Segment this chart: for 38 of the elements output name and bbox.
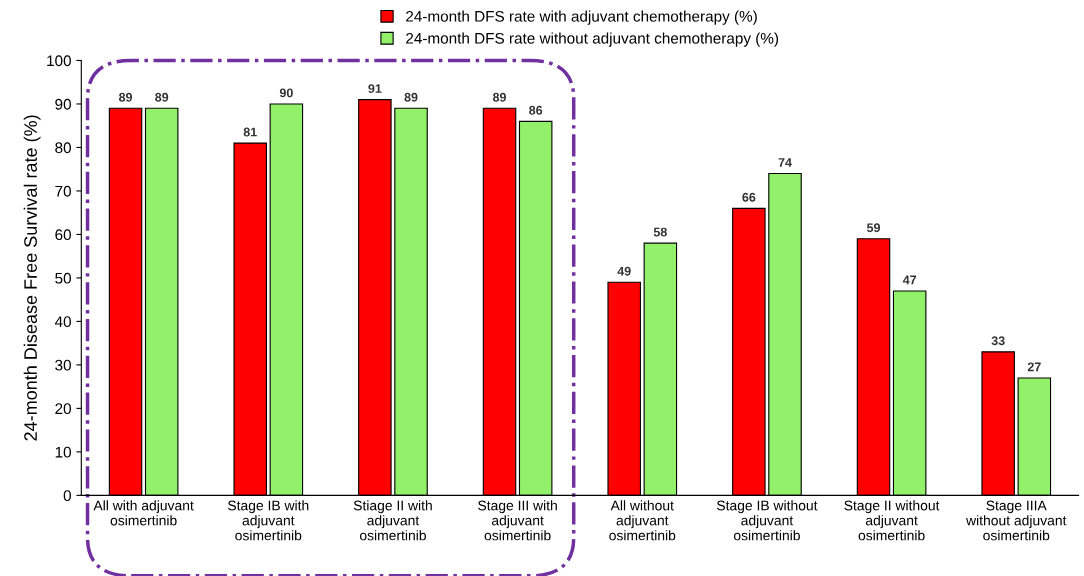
data-label: 89 xyxy=(119,92,133,102)
x-tick-label: Stage III with adjuvant osimertinib xyxy=(478,500,557,541)
legend-label: 24-month DFS rate with adjuvant chemotherapy (%) xyxy=(406,10,757,25)
legend-label: 24-month DFS rate without adjuvant chemotherapy (%) xyxy=(406,32,779,47)
y-tick-label: 10 xyxy=(55,446,71,458)
y-tick-label: 80 xyxy=(55,142,71,154)
data-label: 86 xyxy=(529,105,543,115)
x-tick-label: Stiage II with adjuvant osimertinib xyxy=(353,500,432,541)
y-tick-label: 90 xyxy=(55,98,71,110)
y-tick-label: 40 xyxy=(54,316,71,328)
y-tick-label: 30 xyxy=(55,359,71,371)
data-label: 81 xyxy=(243,127,257,137)
x-tick-label: Stage IIIA without adjuvant osimertinib xyxy=(966,500,1067,541)
y-tick-label: 60 xyxy=(55,229,71,241)
x-tick-label: Stage II without adjuvant osimertinib xyxy=(844,500,940,541)
data-label: 89 xyxy=(492,92,507,102)
data-label: 91 xyxy=(368,84,382,93)
y-axis-title: 24-month Disease Free Survival rate (%) xyxy=(23,115,41,441)
y-tick-label: 100 xyxy=(47,55,71,67)
x-tick-label: Stage IB without adjuvant osimertinib xyxy=(716,500,818,541)
data-label: 49 xyxy=(617,266,631,276)
x-tick-label: Stage IB with adjuvant osimertinib xyxy=(228,500,309,541)
y-tick-label: 0 xyxy=(63,490,71,502)
data-label: 58 xyxy=(653,227,667,237)
data-label: 74 xyxy=(778,158,792,167)
data-label: 59 xyxy=(866,223,880,233)
data-label: 47 xyxy=(902,275,917,285)
y-tick-label: 20 xyxy=(55,403,71,415)
y-tick-label: 70 xyxy=(55,185,71,197)
y-tick-label: 50 xyxy=(55,272,71,284)
data-label: 33 xyxy=(991,336,1005,346)
x-tick-label: All without adjuvant osimertinib xyxy=(609,500,676,541)
data-label: 90 xyxy=(279,88,293,98)
data-label: 89 xyxy=(404,92,418,102)
data-label: 27 xyxy=(1027,362,1041,372)
data-label: 66 xyxy=(742,192,756,202)
data-label: 89 xyxy=(155,92,169,102)
x-tick-label: All with adjuvant osimertinib xyxy=(93,500,194,526)
